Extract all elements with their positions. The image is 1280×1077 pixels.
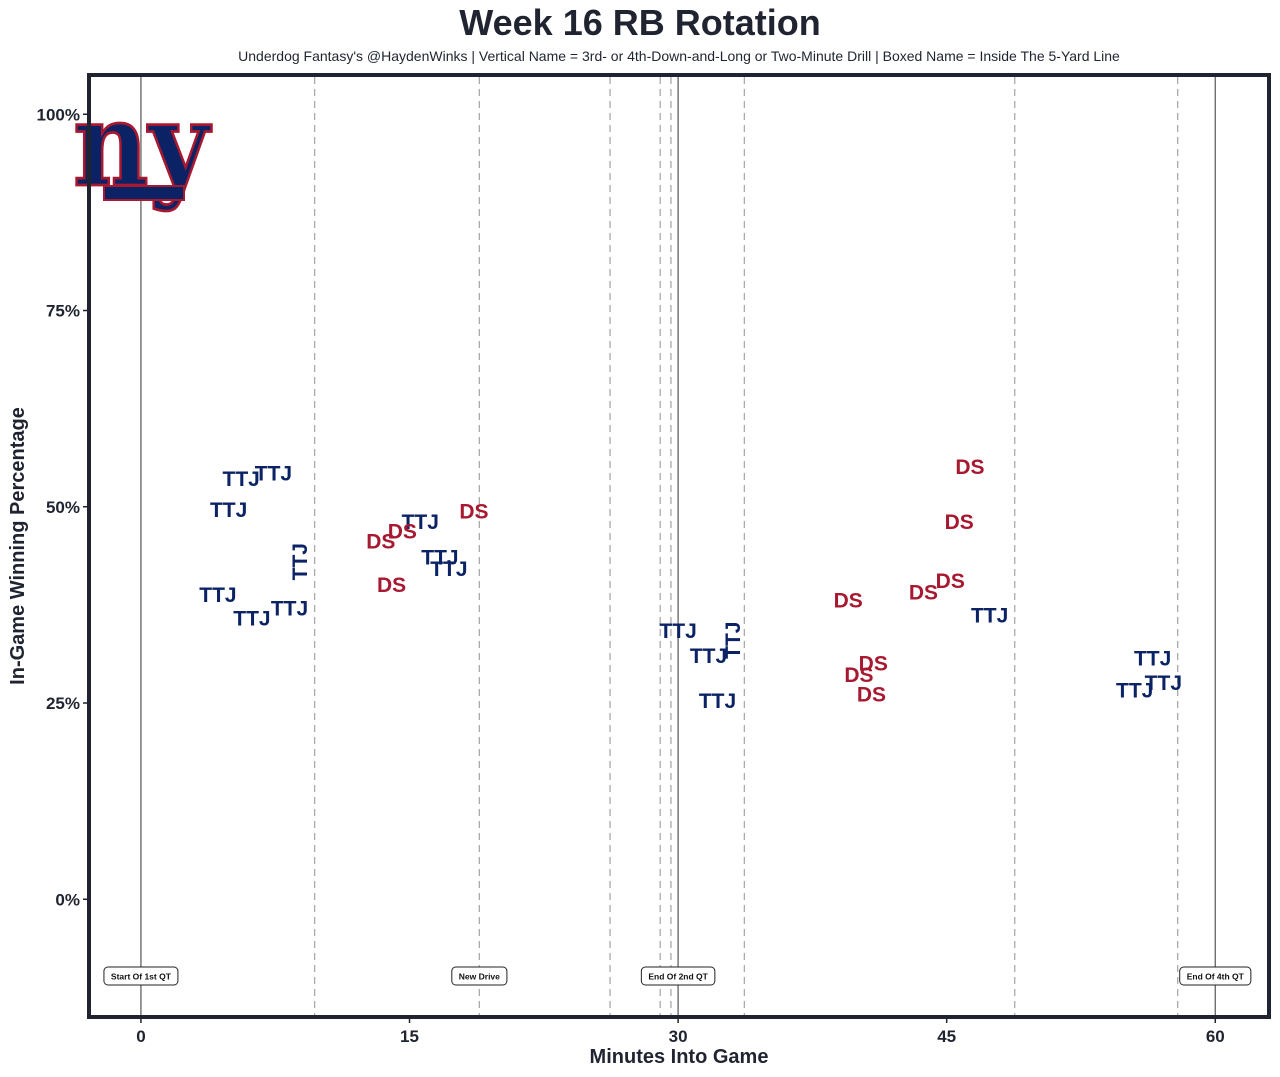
giants-logo: ny — [72, 75, 213, 215]
play-label-ttj: TTJ — [722, 622, 745, 659]
play-label-ttj: TTJ — [402, 511, 439, 534]
play-label-ds: DS — [388, 520, 417, 543]
play-label-ttj: TTJ — [1145, 672, 1182, 695]
play-label-ttj: TTJ — [430, 558, 467, 581]
y-tick-label: 0% — [55, 890, 80, 909]
event-annotation-box — [640, 966, 716, 986]
y-axis-label: In-Game Winning Percentage — [7, 407, 29, 685]
axis-layer: 0 15 30 45 60 0% 25% 50% 75% 100% — [37, 105, 1225, 1046]
play-label-ttj: TTJ — [289, 543, 312, 580]
event-annotation-label: Start Of 1st QT — [111, 972, 172, 982]
play-label-ds: DS — [936, 570, 965, 593]
y-tick-label: 25% — [46, 694, 80, 713]
play-label-ttj: TTJ — [271, 597, 308, 620]
giants-logo-underline — [103, 185, 185, 201]
grid-layer — [140, 77, 1216, 1015]
event-annotation: End Of 2nd QT — [640, 966, 716, 986]
event-annotation: Start Of 1st QT — [103, 966, 179, 986]
plot-frame — [87, 73, 1271, 1019]
play-label-ds: DS — [834, 589, 863, 612]
play-label-ds: DS — [909, 582, 938, 605]
x-tick-label: 45 — [937, 1027, 956, 1046]
play-label-ttj: TTJ — [699, 690, 736, 713]
play-label-ds: DS — [955, 456, 984, 479]
play-label-ds: DS — [366, 531, 395, 554]
play-label-ds: DS — [859, 652, 888, 675]
play-label-ttj: TTJ — [223, 468, 260, 491]
play-label-ttj: TTJ — [233, 608, 270, 631]
play-label-ttj: TTJ — [255, 462, 292, 485]
play-label-ds: DS — [945, 511, 974, 534]
play-label-ttj: TTJ — [199, 584, 236, 607]
x-tick-label: 60 — [1206, 1027, 1225, 1046]
play-label-ds: DS — [377, 574, 406, 597]
event-annotation: New Drive — [451, 966, 508, 986]
play-label-ds: DS — [857, 684, 886, 707]
play-label-ttj: TTJ — [421, 546, 458, 569]
play-label-ds: DS — [844, 664, 873, 687]
x-tick-label: 30 — [669, 1027, 688, 1046]
event-annotation-label: End Of 2nd QT — [648, 972, 708, 982]
play-label-ttj: TTJ — [210, 499, 247, 522]
y-tick-label: 75% — [46, 302, 80, 321]
event-annotation-box — [103, 966, 179, 986]
chart-title: Week 16 RB Rotation — [459, 2, 821, 43]
y-tick-label: 100% — [37, 105, 80, 124]
annotation-layer: Start Of 1st QT New Drive End Of 2nd QT End… — [103, 966, 1252, 986]
event-annotation-box — [1179, 966, 1252, 986]
event-annotation-label: End Of 4th QT — [1187, 972, 1245, 982]
x-axis-label: Minutes Into Game — [590, 1046, 769, 1068]
play-label-ttj: TTJ — [1116, 680, 1153, 703]
chart-subtitle: Underdog Fantasy's @HaydenWinks | Vertic… — [238, 48, 1120, 64]
event-annotation-label: New Drive — [459, 972, 500, 982]
play-label-ttj: TTJ — [971, 604, 1008, 627]
play-label-ttj: TTJ — [1134, 648, 1171, 671]
y-tick-label: 50% — [46, 498, 80, 517]
play-label-ds: DS — [459, 501, 488, 524]
play-label-ttj: TTJ — [690, 645, 727, 668]
event-annotation: End Of 4th QT — [1179, 966, 1252, 986]
play-label-ttj: TTJ — [659, 620, 696, 643]
event-annotation-box — [451, 966, 508, 986]
x-tick-label: 0 — [136, 1027, 145, 1046]
x-tick-label: 15 — [400, 1027, 419, 1046]
